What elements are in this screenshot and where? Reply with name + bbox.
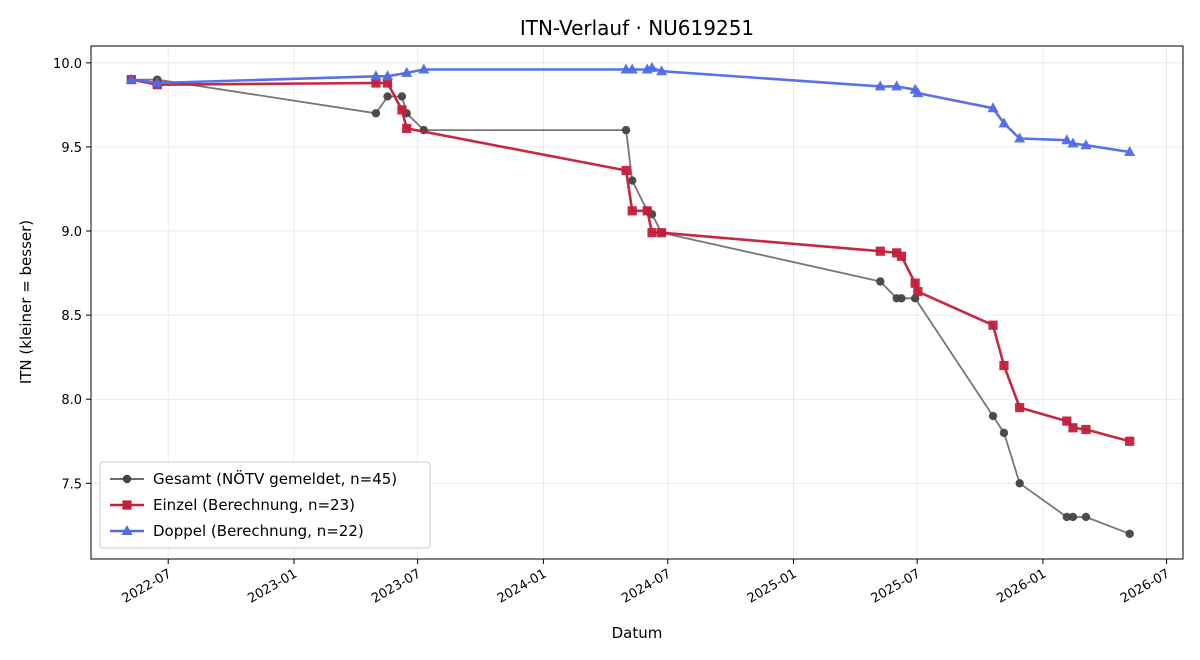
x-tick-label: 2022-07: [120, 566, 175, 606]
gesamt-point: [910, 294, 920, 303]
x-tick-label: 2025-07: [869, 566, 924, 606]
gesamt-point: [621, 125, 631, 135]
plot-frame: [90, 45, 1184, 560]
legend-label-doppel: Doppel (Berechnung, n=22): [153, 522, 364, 540]
gesamt-point: [1062, 512, 1072, 522]
y-tick-label: 10.0: [53, 57, 82, 72]
chart-title: ITN-Verlauf · NU619251: [520, 16, 754, 40]
einzel-point: [896, 251, 907, 261]
einzel-point: [988, 320, 998, 330]
legend-item-doppel: Doppel (Berechnung, n=22): [110, 522, 364, 540]
einzel-point: [657, 228, 667, 238]
x-tick-label: 2023-01: [245, 566, 300, 606]
gesamt-point: [1068, 512, 1078, 522]
einzel-point: [621, 165, 631, 176]
doppel-point: [370, 70, 382, 81]
gesamt-point: [1081, 512, 1091, 522]
einzel-point: [892, 248, 902, 258]
einzel-point: [910, 278, 920, 288]
doppel-point: [1080, 139, 1092, 150]
legend-label-gesamt: Gesamt (NÖTV gemeldet, n=45): [153, 469, 397, 488]
legend-swatch-marker: [122, 474, 132, 484]
einzel-point: [647, 228, 657, 238]
x-tick-label: 2026-01: [994, 566, 1049, 606]
einzel-point: [397, 105, 407, 115]
einzel-point: [627, 206, 637, 216]
gesamt-point: [383, 92, 392, 101]
doppel-point: [626, 63, 638, 74]
einzel-series: [126, 75, 1135, 446]
gesamt-point: [1125, 529, 1134, 538]
doppel-point: [418, 63, 430, 74]
x-tick-label: 2025-01: [745, 566, 800, 606]
doppel-point: [874, 80, 886, 91]
doppel-point: [151, 77, 163, 88]
gesamt-point: [999, 428, 1009, 438]
einzel-point: [1125, 436, 1135, 446]
y-tick-label: 9.0: [61, 225, 82, 240]
doppel-point: [891, 80, 903, 91]
x-tick-label: 2026-07: [1118, 566, 1173, 606]
y-tick-label: 8.0: [61, 393, 82, 408]
x-axis-label: Datum: [612, 624, 663, 642]
series-layer: [125, 61, 1136, 538]
x-tick-label: 2023-07: [369, 566, 424, 606]
doppel-point: [125, 73, 137, 84]
einzel-point: [1081, 424, 1091, 435]
x-tick-label: 2024-07: [619, 566, 674, 606]
gesamt-point: [397, 92, 407, 101]
legend-swatch-marker: [122, 500, 132, 510]
einzel-point: [999, 360, 1009, 371]
legend-label-einzel: Einzel (Berechnung, n=23): [153, 496, 355, 514]
einzel-point: [875, 246, 885, 256]
einzel-point: [382, 78, 393, 88]
doppel-point: [1124, 145, 1136, 156]
doppel-series: [125, 61, 1136, 156]
gesamt-point: [628, 176, 637, 185]
gesamt-point: [988, 411, 998, 421]
y-axis-label: ITN (kleiner = besser): [17, 220, 35, 384]
legend-swatch-marker: [121, 525, 133, 535]
einzel-point: [1062, 416, 1072, 426]
doppel-point: [646, 61, 658, 72]
doppel-point: [987, 102, 999, 113]
gesamt-point: [1015, 479, 1024, 488]
einzel-point: [1068, 423, 1078, 433]
legend-box: [99, 461, 431, 549]
gesamt-point: [876, 277, 885, 286]
doppel-point: [656, 65, 668, 76]
doppel-point: [998, 117, 1010, 128]
y-tick-label: 7.5: [61, 477, 82, 492]
einzel-line: [131, 78, 1131, 443]
doppel-point: [1014, 132, 1026, 143]
legend: Gesamt (NÖTV gemeldet, n=45) Einzel (Bere…: [99, 461, 431, 549]
legend-item-einzel: Einzel (Berechnung, n=23): [110, 496, 355, 514]
doppel-point: [1067, 137, 1079, 148]
y-tick-label: 8.5: [61, 309, 82, 324]
einzel-point: [913, 286, 923, 297]
y-tick-label: 9.5: [61, 141, 82, 156]
einzel-point: [1015, 403, 1025, 413]
doppel-point: [382, 70, 394, 81]
legend-item-gesamt: Gesamt (NÖTV gemeldet, n=45): [110, 469, 397, 488]
gesamt-point: [371, 109, 381, 118]
gesamt-point: [897, 294, 906, 303]
einzel-point: [402, 123, 412, 134]
doppel-point: [912, 87, 924, 98]
x-tick-label: 2024-01: [495, 566, 550, 606]
doppel-line: [131, 66, 1130, 154]
doppel-point: [401, 66, 413, 77]
doppel-point: [1061, 134, 1073, 145]
einzel-point: [642, 206, 652, 216]
einzel-point: [371, 78, 381, 88]
